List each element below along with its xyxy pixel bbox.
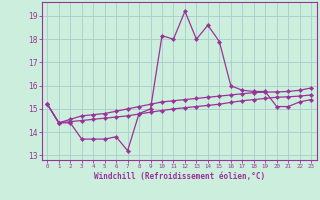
X-axis label: Windchill (Refroidissement éolien,°C): Windchill (Refroidissement éolien,°C) xyxy=(94,172,265,181)
